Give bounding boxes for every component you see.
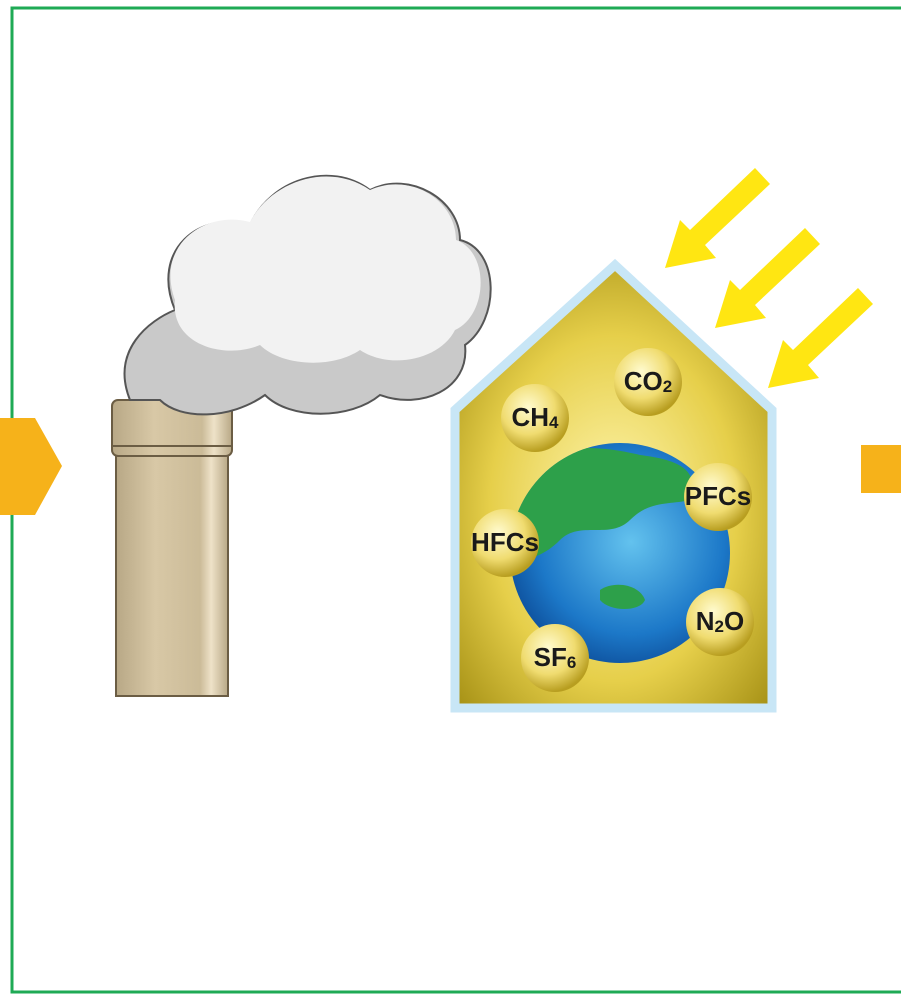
earth [510,443,730,663]
sun-arrows [665,168,873,388]
gas-label: PFCs [685,481,751,511]
gas-bubble [501,384,569,452]
gas-label: CO2 [624,366,672,397]
smoke-cloud [123,174,492,416]
gas-label: SF6 [534,642,577,673]
gas-bubble [521,624,589,692]
gas-bubble [684,463,752,531]
gas-bubble [471,509,539,577]
gas-label: N2O [696,606,744,637]
gas-label: CH4 [511,402,559,433]
gas-bubble [686,588,754,656]
gas-bubble [614,348,682,416]
gas-label: HFCs [471,527,539,557]
right-arrow [861,445,901,493]
gas-bubbles: CO2 CH4 PFCs HFCs N2O SF6 [471,348,754,692]
smokestack [111,399,233,697]
left-arrow [0,418,62,515]
